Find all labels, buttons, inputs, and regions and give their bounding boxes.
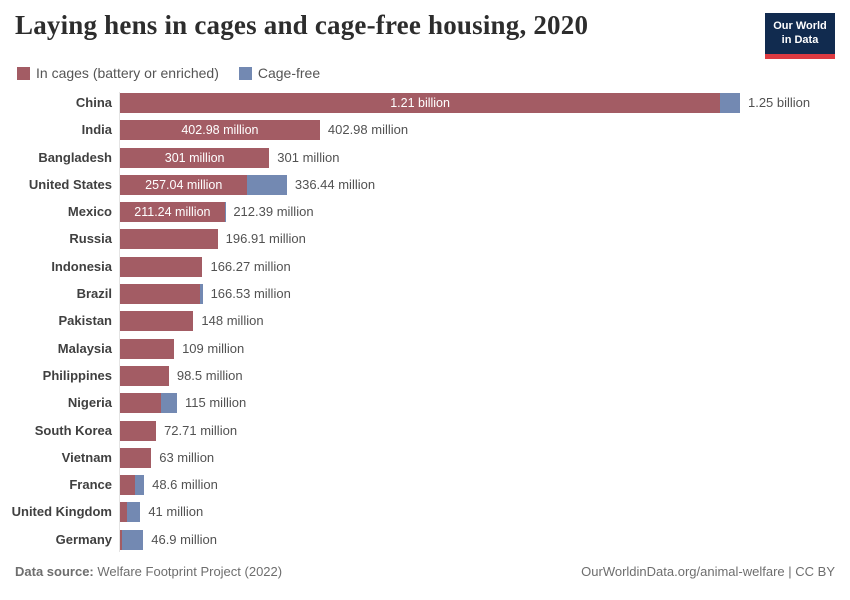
bar-segment-cages[interactable]	[120, 338, 175, 359]
bar-segment-cages[interactable]: 211.24 million	[120, 202, 225, 223]
chart-rows: China 1.21 billion 1.25 billion India 40…	[0, 93, 850, 550]
page-title: Laying hens in cages and cage-free housi…	[15, 10, 589, 40]
y-axis-line	[119, 92, 120, 552]
bar-segment-cages[interactable]: 257.04 million	[120, 174, 248, 195]
bar-segment-cages[interactable]	[120, 447, 152, 468]
country-label[interactable]: Indonesia	[51, 258, 112, 274]
data-source-text: Welfare Footprint Project (2022)	[93, 564, 283, 579]
country-label[interactable]: Russia	[69, 231, 112, 247]
bar-total-label: 212.39 million	[233, 204, 314, 220]
data-source-label: Data source:	[15, 564, 94, 579]
bar-segment-cages[interactable]	[120, 393, 162, 414]
legend-label-cage-free: Cage-free	[257, 65, 321, 81]
bar-total-label: 196.91 million	[225, 231, 306, 247]
table-row: Pakistan 148 million	[0, 311, 850, 332]
legend-item-cage-free[interactable]: Cage-free	[238, 65, 321, 81]
bar-segment-cagefree[interactable]	[134, 475, 145, 496]
bar-total-label: 63 million	[159, 449, 215, 465]
country-label[interactable]: Nigeria	[67, 395, 112, 411]
table-row: France 48.6 million	[0, 475, 850, 496]
owid-logo[interactable]: Our World in Data	[765, 13, 835, 59]
footer: Data source: Welfare Footprint Project (…	[15, 564, 835, 579]
table-row: India 402.98 million 402.98 million	[0, 120, 850, 141]
bar-total-label: 41 million	[148, 504, 204, 520]
country-label[interactable]: Pakistan	[58, 313, 112, 329]
table-row: Indonesia 166.27 million	[0, 256, 850, 277]
bar-segment-cages[interactable]	[120, 229, 218, 250]
country-label[interactable]: Philippines	[42, 367, 112, 383]
table-row: Nigeria 115 million	[0, 393, 850, 414]
bar-total-label: 98.5 million	[176, 367, 243, 383]
table-row: Bangladesh 301 million 301 million	[0, 147, 850, 168]
bar-total-label: 48.6 million	[152, 477, 218, 493]
bar-total-label: 336.44 million	[294, 176, 376, 192]
bar-segment-cages[interactable]: 1.21 billion	[120, 93, 721, 113]
country-label[interactable]: India	[81, 122, 112, 138]
owid-logo-red-bar	[765, 53, 835, 59]
bar-segment-cagefree[interactable]	[126, 502, 141, 523]
bar-segment-cagefree[interactable]	[199, 284, 203, 305]
table-row: Vietnam 63 million	[0, 447, 850, 468]
bar-segment-cages[interactable]: 402.98 million	[120, 120, 320, 141]
bar-segment-cages[interactable]	[120, 420, 157, 441]
country-label[interactable]: Bangladesh	[38, 149, 112, 165]
bar-segment-cages[interactable]	[120, 311, 194, 332]
table-row: China 1.21 billion 1.25 billion	[0, 93, 850, 113]
country-label[interactable]: China	[75, 95, 112, 110]
table-row: Philippines 98.5 million	[0, 365, 850, 386]
table-row: Mexico 211.24 million 212.39 million	[0, 202, 850, 223]
bar-total-label: 166.53 million	[210, 286, 291, 302]
bar-segment-cages[interactable]	[120, 365, 169, 386]
legend-label-in-cages: In cages (battery or enriched)	[36, 65, 219, 81]
table-row: Russia 196.91 million	[0, 229, 850, 250]
bar-segment-cagefree[interactable]	[224, 202, 226, 223]
country-label[interactable]: Brazil	[76, 286, 112, 302]
country-label[interactable]: France	[69, 477, 112, 493]
bar-total-label: 46.9 million	[151, 531, 217, 547]
bar-total-label: 402.98 million	[327, 122, 409, 138]
owid-logo-box: Our World in Data	[765, 13, 835, 54]
owid-logo-line2: in Data	[781, 34, 819, 47]
table-row: United States 257.04 million 336.44 mill…	[0, 174, 850, 195]
country-label[interactable]: Vietnam	[61, 449, 112, 465]
bar-segment-cagefree[interactable]	[720, 93, 740, 113]
owid-logo-line1: Our World	[773, 20, 827, 32]
bar-segment-cages[interactable]	[120, 256, 203, 277]
bar-total-label: 1.25 billion	[747, 95, 811, 110]
legend: In cages (battery or enriched) Cage-free	[17, 65, 320, 81]
legend-swatch-in-cages-icon	[17, 66, 30, 80]
country-label[interactable]: Germany	[55, 531, 112, 547]
table-row: South Korea 72.71 million	[0, 420, 850, 441]
country-label[interactable]: United States	[28, 176, 112, 192]
country-label[interactable]: Mexico	[67, 204, 112, 220]
table-row: Germany 46.9 million	[0, 529, 850, 550]
table-row: United Kingdom 41 million	[0, 502, 850, 523]
bar-segment-cages[interactable]	[120, 475, 135, 496]
bar-total-label: 115 million	[185, 395, 247, 411]
bar-segment-cages[interactable]	[120, 529, 122, 550]
bar-total-label: 72.71 million	[164, 422, 238, 438]
bar-segment-cages[interactable]	[120, 284, 200, 305]
bar-segment-cages[interactable]: 301 million	[120, 147, 270, 168]
table-row: Brazil 166.53 million	[0, 284, 850, 305]
table-row: Malaysia 109 million	[0, 338, 850, 359]
legend-swatch-cage-free-icon	[238, 66, 252, 80]
bar-segment-cages[interactable]	[120, 502, 127, 523]
bar-total-label: 148 million	[201, 313, 264, 329]
bar-total-label: 109 million	[182, 340, 245, 356]
bar-total-label: 166.27 million	[210, 258, 291, 274]
country-label[interactable]: Malaysia	[57, 340, 112, 356]
data-source-note: Data source: Welfare Footprint Project (…	[15, 564, 282, 579]
bar-segment-cagefree[interactable]	[121, 529, 144, 550]
legend-item-in-cages[interactable]: In cages (battery or enriched)	[17, 65, 219, 81]
bar-segment-cagefree[interactable]	[247, 174, 287, 195]
country-label[interactable]: United Kingdom	[11, 504, 112, 520]
bar-chart: China 1.21 billion 1.25 billion India 40…	[0, 92, 850, 557]
bar-segment-cagefree[interactable]	[161, 393, 178, 414]
country-label[interactable]: South Korea	[34, 422, 112, 438]
owid-license-link[interactable]: OurWorldinData.org/animal-welfare | CC B…	[581, 564, 835, 579]
bar-total-label: 301 million	[277, 149, 340, 165]
